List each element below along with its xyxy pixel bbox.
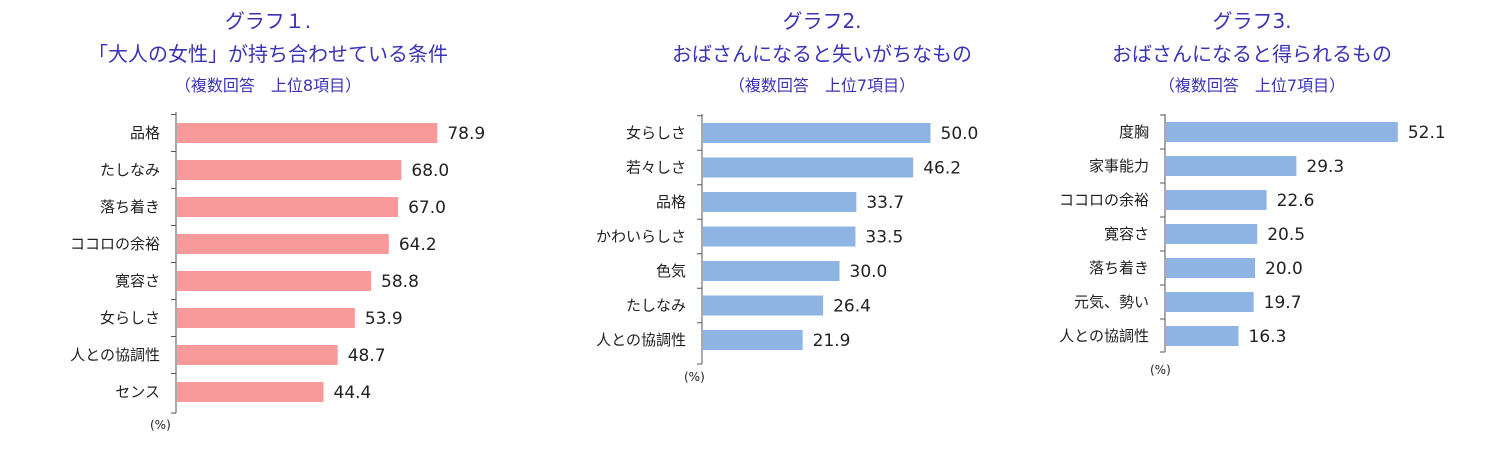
- bar: [1166, 190, 1267, 210]
- value-label: 30.0: [850, 262, 888, 282]
- category-label: 品格: [130, 124, 160, 142]
- category-label: センス: [115, 383, 160, 401]
- bar: [703, 330, 803, 350]
- value-label: 33.5: [865, 228, 903, 248]
- category-label: 人との協調性: [1059, 327, 1149, 345]
- value-label: 16.3: [1249, 327, 1287, 347]
- value-label: 46.2: [923, 159, 961, 179]
- value-label: 44.4: [334, 383, 372, 403]
- category-label: 色気: [656, 262, 686, 280]
- chart-3: グラフ3. おばさんになると得られるもの （複数回答 上位7項目） 度胸 52.1 家事能…: [1059, 9, 1446, 377]
- value-label: 26.4: [833, 297, 871, 317]
- bar: [177, 382, 324, 402]
- value-label: 68.0: [411, 161, 449, 181]
- bar: [1166, 326, 1239, 346]
- category-label: たしなみ: [626, 297, 686, 315]
- chart-title-line2: おばさんになると得られるもの: [1112, 42, 1392, 66]
- value-label: 78.9: [447, 124, 485, 144]
- category-label: 寛容さ: [115, 272, 160, 290]
- category-label: 寛容さ: [1104, 225, 1149, 243]
- value-label: 20.0: [1265, 259, 1303, 279]
- bar: [177, 345, 338, 365]
- bar: [1166, 258, 1255, 278]
- bar: [1166, 122, 1398, 142]
- value-label: 33.7: [866, 193, 904, 213]
- category-label: 人との協調性: [596, 331, 686, 349]
- category-label: たしなみ: [100, 161, 160, 179]
- category-label: 元気、勢い: [1074, 293, 1149, 311]
- category-label: 落ち着き: [100, 198, 160, 216]
- unit-label: (%): [150, 418, 171, 432]
- chart-title-line1: グラフ2.: [782, 9, 861, 33]
- bar: [703, 123, 931, 143]
- chart-title-line2: 「大人の女性」が持ち合わせている条件: [88, 42, 448, 66]
- bar: [177, 197, 399, 217]
- category-label: 落ち着き: [1089, 259, 1149, 277]
- chart-subtitle: （複数回答 上位7項目）: [729, 76, 915, 95]
- value-label: 52.1: [1408, 123, 1446, 143]
- category-label: 若々しさ: [626, 159, 686, 177]
- value-label: 19.7: [1264, 293, 1302, 313]
- value-label: 67.0: [408, 198, 446, 218]
- bar: [1166, 224, 1258, 244]
- bar: [703, 261, 840, 281]
- value-label: 50.0: [941, 124, 979, 144]
- bar: [703, 295, 824, 316]
- bar: [177, 234, 389, 254]
- chart-title-line2: おばさんになると失いがちなもの: [672, 42, 972, 66]
- bar: [177, 123, 438, 143]
- value-label: 58.8: [381, 272, 419, 292]
- bar: [1166, 292, 1254, 312]
- chart-subtitle: （複数回答 上位8項目）: [175, 76, 361, 95]
- chart-2: グラフ2. おばさんになると失いがちなもの （複数回答 上位7項目） 女らしさ 50.0…: [596, 9, 978, 384]
- category-label: 人との協調性: [70, 346, 160, 364]
- bar: [177, 308, 355, 328]
- bar: [177, 160, 402, 180]
- value-label: 21.9: [813, 331, 851, 351]
- value-label: 53.9: [365, 309, 403, 329]
- category-label: 家事能力: [1089, 157, 1149, 175]
- unit-label: (%): [1150, 363, 1171, 377]
- category-label: 度胸: [1119, 123, 1149, 141]
- chart-title-line1: グラフ１.: [225, 9, 311, 33]
- category-label: かわいらしさ: [596, 228, 686, 246]
- value-label: 64.2: [399, 235, 437, 255]
- category-label: ココロの余裕: [70, 235, 160, 253]
- bar: [703, 157, 914, 178]
- chart-title-line1: グラフ3.: [1212, 9, 1291, 33]
- bar: [1166, 156, 1297, 176]
- bar: [177, 271, 372, 291]
- chart-subtitle: （複数回答 上位7項目）: [1159, 76, 1345, 95]
- category-label: 女らしさ: [626, 124, 686, 142]
- value-label: 22.6: [1277, 191, 1315, 211]
- bar: [703, 192, 857, 212]
- value-label: 48.7: [348, 346, 386, 366]
- value-label: 20.5: [1267, 225, 1305, 245]
- chart-1: グラフ１. 「大人の女性」が持ち合わせている条件 （複数回答 上位8項目） 品格 78.…: [70, 9, 485, 432]
- unit-label: (%): [684, 370, 705, 384]
- value-label: 29.3: [1306, 157, 1344, 177]
- category-label: 女らしさ: [100, 309, 160, 327]
- bar: [703, 226, 856, 247]
- category-label: 品格: [656, 193, 686, 211]
- category-label: ココロの余裕: [1059, 191, 1149, 209]
